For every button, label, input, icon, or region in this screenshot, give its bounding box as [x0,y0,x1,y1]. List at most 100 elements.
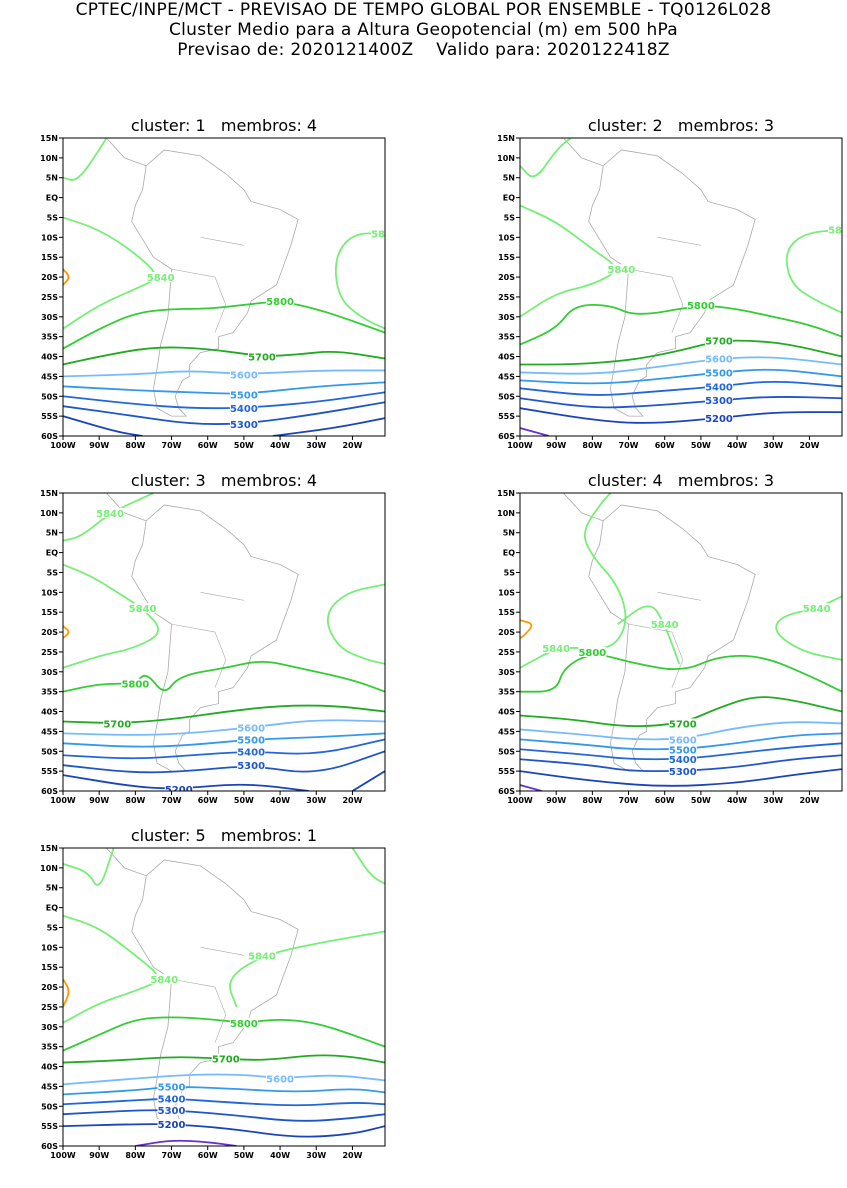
lat-tick-label: 25S [498,293,515,302]
figure-title: CPTEC/INPE/MCT - PREVISAO DE TEMPO GLOBA… [75,0,772,20]
contour-5600 [520,356,842,375]
lat-tick-label: 50S [498,747,515,756]
lat-tick-label: 20S [41,273,58,282]
contour-label: 5400 [669,755,697,766]
contour-label: 5800 [266,297,294,308]
lat-tick-label: 35S [498,688,515,697]
figure-subtitle: Cluster Medio para a Altura Geopotencial… [168,20,679,40]
contour-5200 [351,770,385,791]
contour-label: 5400 [158,1094,186,1105]
lat-tick-label: 5N [503,529,515,538]
contour-5500 [520,732,842,751]
lat-tick-label: 10S [41,233,58,242]
lat-tick-label: 10N [40,154,58,163]
contour-label: 5500 [669,745,697,756]
country-borders [628,592,701,688]
lat-tick-label: 50S [41,747,58,756]
lon-tick-label: 80W [125,1151,145,1160]
lat-tick-label: 5N [46,174,58,183]
contour-5800 [520,303,842,346]
contour-label: 5800 [578,648,606,659]
lat-tick-label: EQ [46,549,58,558]
lat-tick-label: 60S [41,1142,58,1151]
lon-tick-label: 70W [619,441,639,450]
contour-label: 5700 [103,719,131,730]
panel-title: cluster: 3 membros: 4 [130,471,318,490]
contour-5200 [520,407,842,424]
lon-tick-label: 80W [582,441,602,450]
lon-tick-label: 90W [546,441,566,450]
contour-5100 [135,1139,237,1146]
contour-5200 [63,774,310,791]
contour-5400 [520,742,842,761]
contour-label: 5840 [803,604,831,615]
lon-tick-label: 80W [125,796,145,805]
contour-5600 [63,719,385,736]
contour-label: 5840 [150,975,178,986]
lat-tick-label: 15S [41,963,58,972]
lon-tick-label: 90W [89,441,109,450]
lat-tick-label: 15N [497,489,515,498]
lat-tick-label: 10S [498,233,515,242]
contour-5700 [63,346,385,366]
contour-label: 5600 [266,1074,294,1085]
lat-tick-label: 10N [497,509,515,518]
panel-title: cluster: 4 membros: 3 [587,471,775,490]
lat-tick-label: 40S [498,353,515,362]
contour-label: 5400 [230,404,258,415]
contour-5840 [63,216,156,330]
lat-tick-label: 15N [40,844,58,853]
contour-5500 [63,381,385,395]
contour-5200 [63,1123,385,1138]
panel-title: cluster: 5 membros: 1 [130,826,318,845]
contour-5840 [63,563,159,669]
lon-tick-label: 50W [691,796,711,805]
lon-tick-label: 30W [763,796,783,805]
lat-tick-label: 5N [46,884,58,893]
lat-tick-label: 15N [40,489,58,498]
contour-label: 5300 [230,420,258,431]
contour-label: 5600 [237,723,265,734]
coastline [563,138,756,417]
contour-5400 [63,1098,385,1107]
lat-tick-label: 10N [497,154,515,163]
lat-tick-label: 35S [41,688,58,697]
contour-label: 5200 [165,785,193,796]
contour-label: 5800 [230,1019,258,1030]
lat-tick-label: 40S [41,1063,58,1072]
contour-label: 5840 [651,620,679,631]
lon-tick-label: 60W [655,441,675,450]
contour-5800 [63,660,385,693]
figure-dates: Previsao de: 2020121400Z Valido para: 20… [177,40,670,60]
contour-5200 [272,417,385,436]
contour-5840 [334,232,385,330]
lat-tick-label: 55S [498,767,515,776]
contour-5300 [63,750,385,774]
contour-5840 [63,914,158,1024]
lat-tick-label: 15S [498,253,515,262]
contour-5400 [63,738,385,760]
contour-label: 5800 [121,680,149,691]
lon-tick-label: 70W [162,441,182,450]
lon-tick-label: 50W [234,1151,254,1160]
lon-tick-label: 20W [342,1151,362,1160]
contour-label: 5700 [248,353,276,364]
contour-label: 5500 [705,368,733,379]
lat-tick-label: 40S [41,353,58,362]
contour-label: 5400 [237,747,265,758]
lat-tick-label: EQ [503,194,515,203]
lon-tick-label: 70W [619,796,639,805]
lat-tick-label: 55S [41,1122,58,1131]
contour-5300 [520,754,842,773]
contour-5840 [63,138,108,181]
lat-tick-label: 45S [498,727,515,736]
lat-tick-label: 25S [41,293,58,302]
map-plot: 58405840580057005600550054005300520015N1… [497,134,843,450]
lon-tick-label: 100W [50,441,76,450]
lat-tick-label: 15S [498,608,515,617]
lon-tick-label: 20W [799,796,819,805]
lat-tick-label: 25S [41,648,58,657]
contour-label: 5500 [237,735,265,746]
